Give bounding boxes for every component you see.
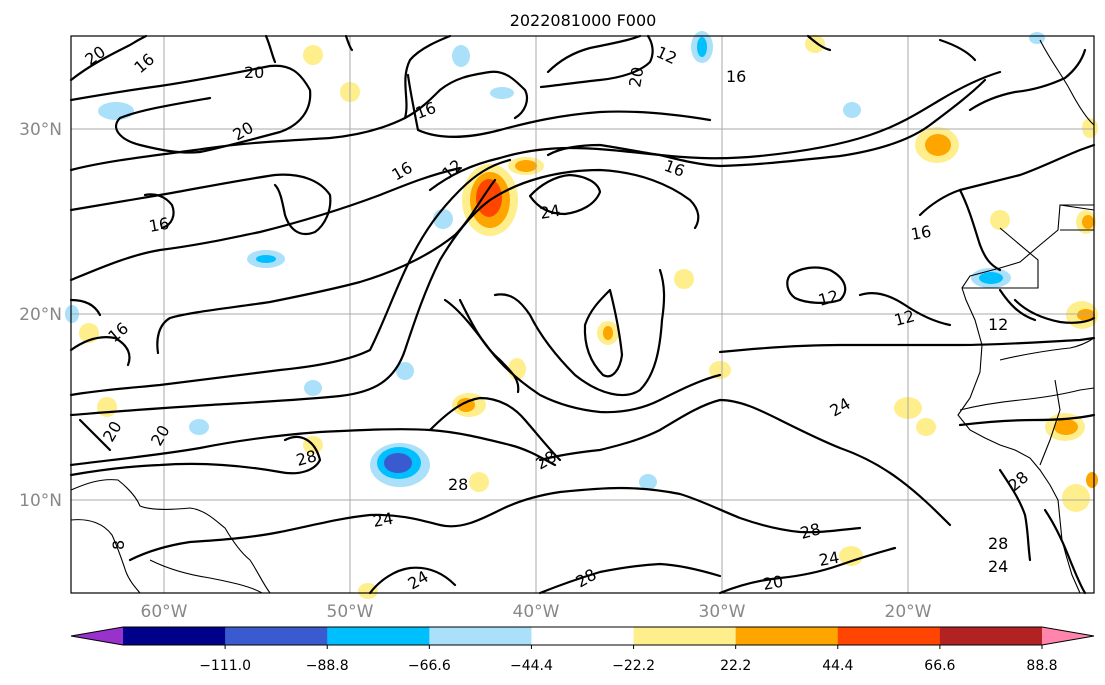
positive-anomaly-blob: [916, 418, 936, 436]
positive-anomaly-blob: [1082, 215, 1094, 229]
colorbar-segment: [429, 627, 532, 645]
positive-anomaly-blob: [515, 160, 537, 172]
colorbar-segment: [327, 627, 430, 645]
colorbar-segment: [123, 627, 226, 645]
colorbar-segment: [735, 627, 839, 645]
contour-label: 16: [909, 222, 932, 244]
positive-anomaly-blob: [476, 179, 502, 217]
plot-frame: [70, 35, 1095, 594]
colorbar-segment: [939, 627, 1043, 645]
positive-anomaly-blob: [1086, 472, 1098, 488]
negative-anomaly-blob: [490, 87, 514, 99]
positive-anomaly-blob: [1054, 419, 1078, 435]
lon-tick-label: 30°W: [699, 602, 746, 622]
positive-anomaly-blob: [805, 35, 825, 53]
longitude-tick-labels: 60°W 50°W 40°W 30°W 20°W: [141, 602, 932, 622]
contour-label: 8: [109, 540, 128, 550]
lat-tick-label: 20°N: [19, 305, 62, 325]
colorbar-tick-label: −88.8: [306, 658, 349, 674]
negative-anomaly-blob: [189, 419, 209, 435]
negative-anomaly-blob: [396, 362, 414, 380]
positive-anomaly-blob: [1062, 484, 1090, 512]
negative-anomaly-blob: [697, 37, 707, 57]
colorbar-segment: [531, 627, 635, 645]
positive-anomaly-blob: [674, 269, 694, 289]
contour-lines: [69, 34, 1096, 595]
map-plot-area: 20 16 20 16 20 16 12 20 16 16 12 24 16 1…: [65, 31, 1098, 599]
colorbar-tick-labels: −111.0 −88.8 −66.6 −44.4 −22.2 22.2 44.4 66.6 88…: [199, 645, 1058, 674]
lon-tick-label: 40°W: [513, 602, 560, 622]
shaded-blobs: [65, 31, 1098, 599]
map-title: 2022081000 F000: [510, 11, 657, 30]
contour-label: 24: [371, 509, 394, 531]
negative-anomaly-blob: [304, 380, 322, 396]
lon-tick-label: 20°W: [885, 602, 932, 622]
colorbar-tick-label: −66.6: [408, 658, 451, 674]
contour-label: 12: [816, 286, 841, 310]
contour-label: 20: [244, 63, 264, 82]
negative-anomaly-blob: [452, 45, 470, 67]
contour-label: 28: [988, 534, 1008, 553]
positive-anomaly-blob: [990, 210, 1010, 230]
negative-anomaly-blob: [843, 102, 861, 118]
colorbar-tick-label: −22.2: [612, 658, 655, 674]
lat-tick-label: 10°N: [19, 491, 62, 511]
negative-anomaly-blob: [979, 272, 1003, 284]
positive-anomaly-blob: [839, 546, 863, 566]
contour-label: 24: [817, 548, 840, 570]
colorbar-segment: [633, 627, 737, 645]
colorbar-segment: [225, 627, 328, 645]
contour-label: 16: [726, 67, 746, 86]
positive-anomaly-blob: [603, 326, 613, 340]
negative-anomaly-blob: [639, 474, 657, 490]
colorbar: [70, 626, 1095, 646]
positive-anomaly-blob: [709, 361, 731, 379]
positive-anomaly-blob: [303, 45, 323, 65]
colorbar-tick-label: −44.4: [510, 658, 553, 674]
lon-tick-label: 60°W: [141, 602, 188, 622]
latitude-tick-labels: 30°N 20°N 10°N: [19, 120, 62, 511]
colorbar-tick-label: 88.8: [1026, 658, 1057, 674]
contour-label: 28: [448, 475, 468, 494]
colorbar-extend-low: [71, 627, 123, 645]
colorbar-outline: [70, 626, 1095, 646]
colorbar-tick-label: 22.2: [720, 658, 751, 674]
colorbar-tick-label: 66.6: [924, 658, 955, 674]
positive-anomaly-blob: [358, 583, 378, 599]
contour-label: 28: [294, 446, 319, 470]
positive-anomaly-blob: [97, 397, 117, 417]
colorbar-segment: [837, 627, 941, 645]
contour-label: 28: [798, 519, 823, 543]
contour-label: 20: [761, 572, 784, 594]
lat-tick-label: 30°N: [19, 120, 62, 140]
negative-anomaly-blob: [384, 453, 412, 473]
positive-anomaly-blob: [925, 134, 951, 156]
positive-anomaly-blob: [1077, 309, 1095, 321]
contour-label: 16: [147, 214, 170, 236]
coastlines: [70, 39, 1095, 594]
negative-anomaly-blob: [256, 255, 276, 263]
colorbar-tick-label: −111.0: [199, 658, 251, 674]
positive-anomaly-blob: [469, 472, 489, 492]
negative-anomaly-blob: [1029, 32, 1045, 44]
contour-label: 12: [988, 315, 1008, 334]
colorbar-extend-high: [1042, 627, 1094, 645]
contour-label: 24: [538, 201, 561, 223]
contour-label: 20: [625, 65, 647, 88]
contour-label: 24: [988, 557, 1008, 576]
colorbar-tick-label: 44.4: [822, 658, 853, 674]
contour-label: 12: [892, 306, 917, 330]
lon-tick-label: 50°W: [327, 602, 374, 622]
negative-anomaly-blob: [98, 102, 134, 120]
